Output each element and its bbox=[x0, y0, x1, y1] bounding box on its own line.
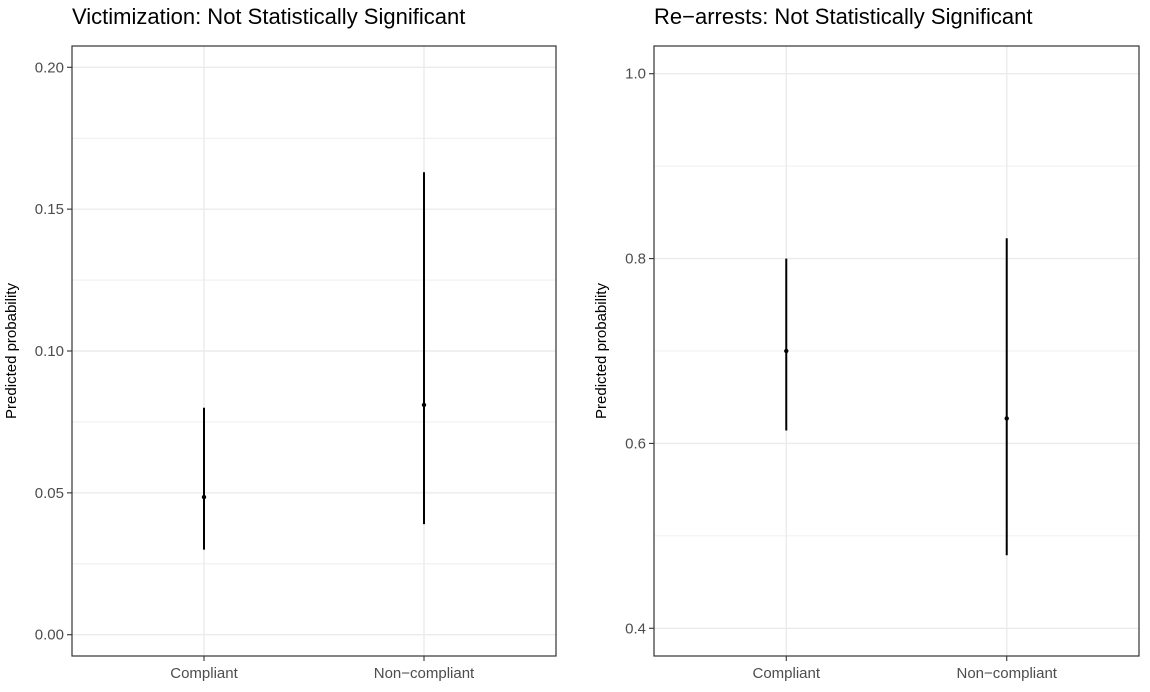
y-tick-label: 1.0 bbox=[625, 66, 646, 83]
y-axis-title: Predicted probability bbox=[3, 283, 20, 419]
y-tick-label: 0.4 bbox=[625, 620, 646, 637]
panel-border bbox=[653, 45, 1140, 657]
chart-panel-2: 0.4 0.6 0.8 1.0 Compliant Non−compliant Re−arr… bbox=[593, 4, 1140, 682]
chart-title: Re−arrests: Not Statistically Significan… bbox=[654, 4, 1032, 29]
y-axis-title: Predicted probability bbox=[593, 283, 610, 419]
y-tick-label: 0.00 bbox=[35, 627, 64, 644]
y-tick-label: 0.8 bbox=[625, 251, 646, 268]
estimate-point bbox=[784, 348, 789, 354]
y-tick-label: 0.15 bbox=[35, 201, 64, 218]
x-tick-label: Non−compliant bbox=[956, 665, 1057, 682]
estimate-point bbox=[1004, 416, 1009, 421]
y-tick-label: 0.10 bbox=[35, 343, 64, 360]
chart-panel-1: 0.00 0.05 0.10 0.15 0.20 Compliant Non−complia… bbox=[3, 4, 557, 682]
chart-title: Victimization: Not Statistically Signifi… bbox=[72, 4, 465, 29]
x-tick-label: Compliant bbox=[170, 665, 238, 682]
y-tick-label: 0.6 bbox=[625, 435, 646, 452]
y-tick-label: 0.05 bbox=[35, 485, 64, 502]
y-tick-label: 0.20 bbox=[35, 59, 64, 76]
x-tick-label: Compliant bbox=[753, 665, 821, 682]
estimate-point bbox=[201, 494, 207, 500]
x-tick-label: Non−compliant bbox=[374, 665, 475, 682]
estimate-point bbox=[421, 402, 427, 408]
